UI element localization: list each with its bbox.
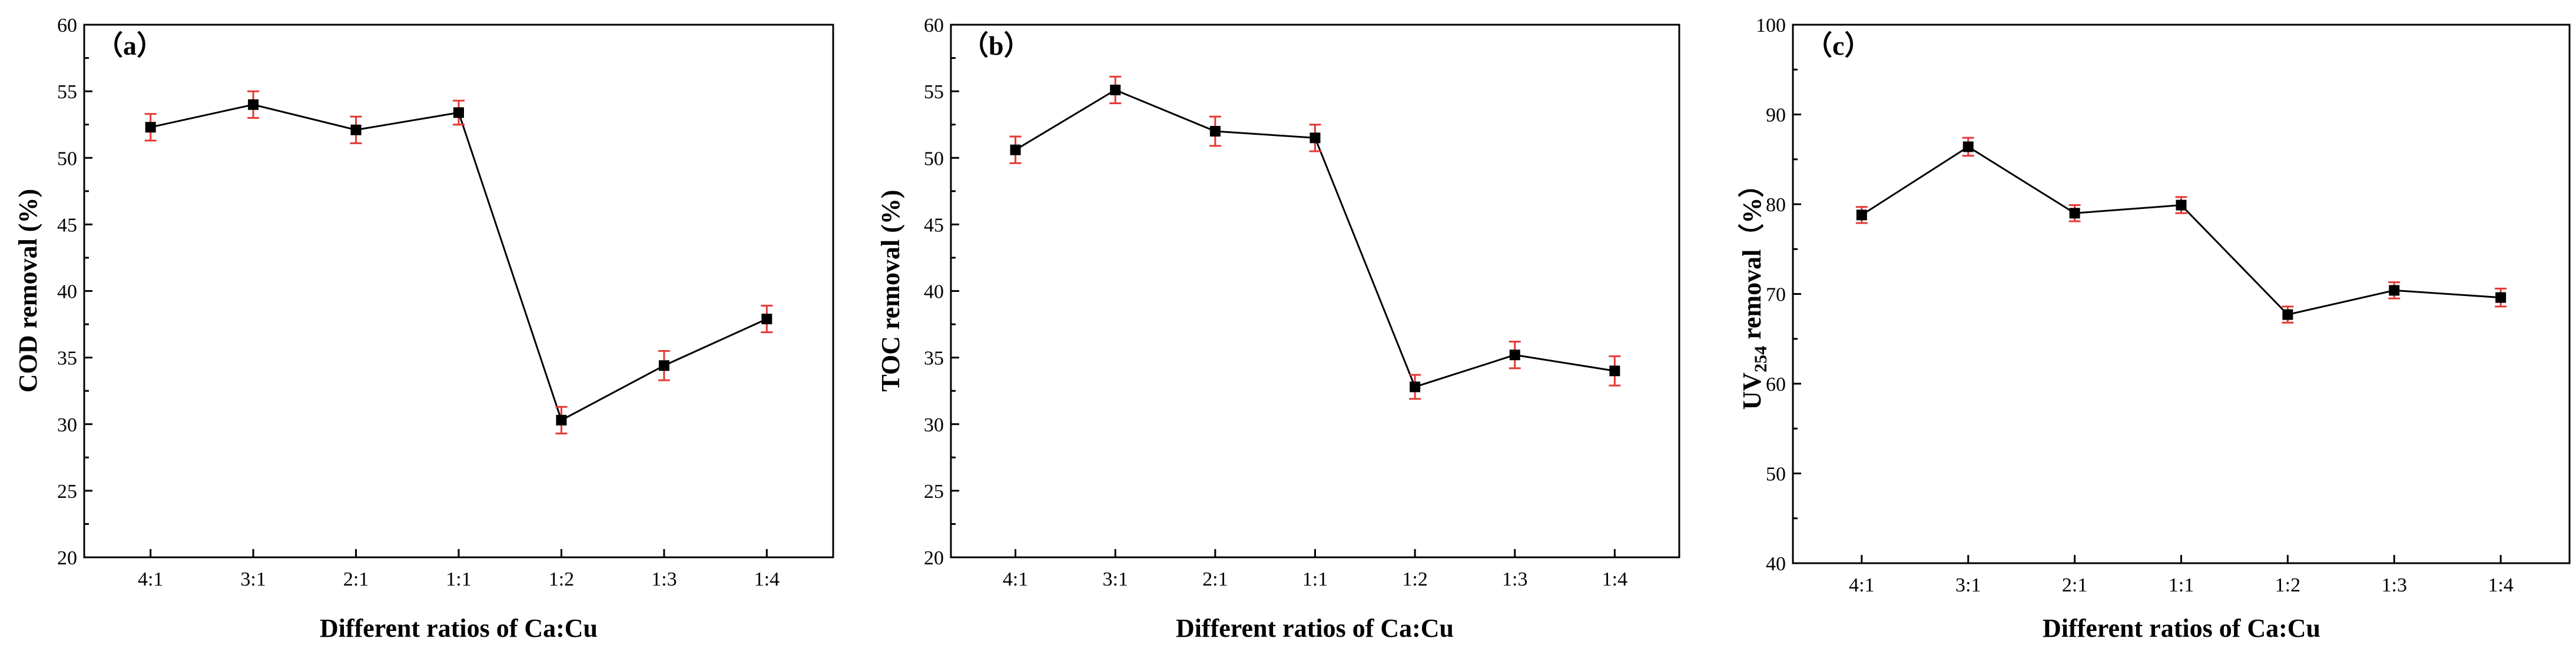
data-point-b — [1010, 144, 1021, 155]
y-tick-label-a: 35 — [57, 348, 77, 370]
y-tick-label-c: 80 — [1766, 194, 1786, 216]
x-tick-label-a: 3:1 — [240, 568, 266, 590]
y-tick-label-b: 55 — [924, 81, 944, 103]
x-tick-label-c: 3:1 — [1955, 574, 1981, 596]
y-axis-title-c-suffix: removal（%） — [1738, 172, 1766, 346]
series-line-c — [1861, 145, 2501, 316]
x-ticks-a: 4:1 3:1 2:1 1:1 1:2 1:3 1:4 — [138, 549, 780, 590]
y-tick-label-a: 25 — [57, 481, 77, 503]
x-tick-label-c: 2:1 — [2062, 574, 2087, 596]
x-ticks-b: 4:1 3:1 2:1 1:1 1:2 1:3 1:4 — [1003, 549, 1627, 590]
data-point-a — [761, 314, 773, 325]
series-c — [1855, 137, 2507, 324]
y-tick-label-b: 60 — [924, 15, 944, 36]
y-tick-label-a: 30 — [57, 414, 77, 436]
data-point-a — [556, 414, 567, 425]
y-tick-label-a: 55 — [57, 81, 77, 103]
y-axis-title-b: TOC removal (%) — [876, 190, 905, 392]
panel-label-a: （a） — [96, 31, 164, 61]
y-axis-title-c-subscript: 254 — [1751, 346, 1771, 373]
y-ticks-b: 20 25 30 35 40 45 50 55 60 — [924, 15, 959, 569]
data-point-b — [1209, 126, 1221, 137]
y-tick-label-a: 40 — [57, 281, 77, 303]
data-point-c — [2069, 208, 2080, 219]
data-point-a — [248, 99, 259, 110]
x-tick-label-a: 1:4 — [754, 568, 780, 590]
series-a — [144, 90, 773, 435]
y-ticks-a: 20 25 30 35 40 45 50 55 60 — [57, 15, 92, 569]
data-point-b — [1309, 132, 1321, 144]
x-tick-label-c: 1:4 — [2488, 574, 2513, 596]
y-tick-label-b: 45 — [924, 214, 944, 236]
y-axis-title-c-prefix: UV — [1738, 373, 1766, 410]
x-tick-label-a: 4:1 — [138, 568, 163, 590]
panel-a: （a） Different ratios of Ca:Cu COD remova… — [14, 15, 834, 643]
y-tick-label-b: 40 — [924, 281, 944, 303]
panel-label-b: （b） — [962, 31, 1031, 61]
data-point-a — [350, 124, 362, 135]
y-axis-title-a: COD removal (%) — [14, 189, 42, 393]
data-point-a — [145, 122, 156, 133]
y-tick-label-b: 50 — [924, 148, 944, 169]
series-line-a — [150, 104, 767, 422]
y-tick-label-a: 60 — [57, 15, 77, 36]
x-tick-label-b: 1:3 — [1502, 568, 1527, 590]
data-point-c — [2282, 309, 2293, 320]
data-point-c — [2389, 285, 2400, 296]
data-point-c — [2495, 292, 2507, 303]
data-point-b — [1609, 365, 1620, 377]
y-tick-label-a: 20 — [57, 547, 77, 569]
data-point-b — [1110, 84, 1121, 95]
y-tick-label-c: 50 — [1766, 464, 1786, 486]
y-tick-label-a: 50 — [57, 148, 77, 169]
data-point-c — [2176, 200, 2187, 211]
y-tick-label-b: 20 — [924, 547, 944, 569]
x-tick-label-c: 1:1 — [2169, 574, 2194, 596]
y-tick-label-c: 70 — [1766, 284, 1786, 306]
data-point-a — [453, 107, 464, 118]
x-tick-label-a: 2:1 — [343, 568, 369, 590]
y-tick-label-c: 90 — [1766, 105, 1786, 127]
data-point-c — [1962, 141, 1974, 152]
panel-label-c: （c） — [1805, 31, 1871, 61]
x-tick-label-b: 1:2 — [1402, 568, 1427, 590]
data-point-b — [1509, 350, 1520, 361]
y-tick-label-b: 30 — [924, 414, 944, 436]
x-ticks-c: 4:1 3:1 2:1 1:1 1:2 1:3 1:4 — [1849, 555, 2514, 596]
x-tick-label-b: 1:1 — [1302, 568, 1328, 590]
x-tick-label-b: 4:1 — [1003, 568, 1028, 590]
x-axis-title-a: Different ratios of Ca:Cu — [320, 614, 598, 643]
x-axis-title-b: Different ratios of Ca:Cu — [1176, 614, 1454, 643]
x-tick-label-b: 1:4 — [1602, 568, 1627, 590]
x-tick-label-c: 1:2 — [2275, 574, 2300, 596]
y-tick-label-b: 35 — [924, 348, 944, 370]
y-tick-label-c: 60 — [1766, 374, 1786, 395]
x-tick-label-b: 3:1 — [1103, 568, 1128, 590]
y-tick-label-c: 100 — [1756, 15, 1786, 36]
panel-c: （c） Different ratios of Ca:Cu UV254 remo… — [1738, 15, 2571, 643]
data-point-b — [1410, 381, 1421, 393]
x-tick-label-a: 1:1 — [446, 568, 471, 590]
x-tick-label-c: 4:1 — [1849, 574, 1874, 596]
y-tick-label-c: 40 — [1766, 553, 1786, 575]
panel-b: （b） Different ratios of Ca:Cu TOC remova… — [876, 15, 1680, 643]
data-point-a — [658, 360, 669, 371]
x-tick-label-c: 1:3 — [2382, 574, 2407, 596]
x-tick-label-a: 1:3 — [651, 568, 677, 590]
plot-frame-b — [950, 24, 1680, 558]
y-tick-label-a: 45 — [57, 214, 77, 236]
x-tick-label-a: 1:2 — [549, 568, 574, 590]
y-ticks-c: 40 50 60 70 80 90 100 — [1756, 15, 1801, 575]
series-b — [1009, 75, 1621, 400]
x-tick-label-b: 2:1 — [1202, 568, 1228, 590]
y-axis-title-c: UV254 removal（%） — [1738, 172, 1771, 410]
y-tick-label-b: 25 — [924, 481, 944, 503]
data-point-c — [1856, 210, 1867, 221]
x-axis-title-c: Different ratios of Ca:Cu — [2043, 614, 2320, 643]
